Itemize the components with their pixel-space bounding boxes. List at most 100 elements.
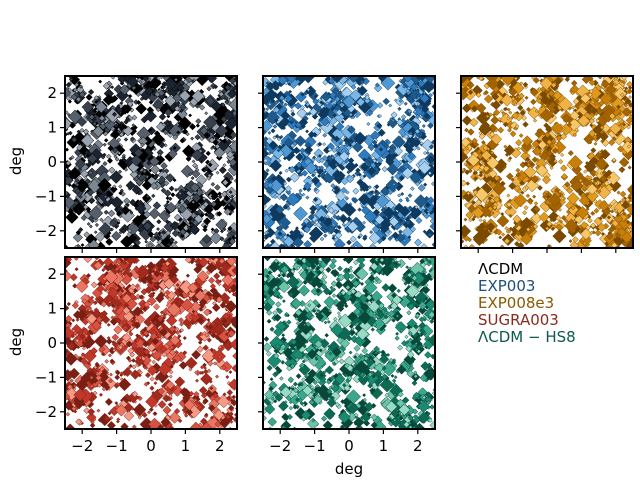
scatter-point bbox=[357, 207, 362, 212]
scatter-point bbox=[113, 382, 120, 389]
scatter-point bbox=[560, 196, 565, 201]
scatter-point bbox=[131, 129, 136, 134]
scatter-point bbox=[357, 67, 363, 73]
scatter-point bbox=[191, 149, 204, 162]
scatter-point bbox=[510, 177, 515, 182]
scatter-point bbox=[198, 386, 208, 395]
scatter-point bbox=[374, 184, 380, 190]
scatter-point bbox=[606, 215, 611, 220]
points-sugra003 bbox=[65, 257, 237, 429]
scatter-point bbox=[467, 128, 475, 136]
scatter-point bbox=[218, 166, 227, 175]
scatter-point bbox=[608, 254, 611, 257]
scatter-point bbox=[531, 76, 536, 81]
scatter-point bbox=[87, 239, 100, 248]
scatter-point bbox=[178, 191, 183, 196]
scatter-point bbox=[202, 344, 209, 352]
scatter-point bbox=[185, 155, 192, 162]
scatter-point bbox=[74, 177, 80, 183]
scatter-point bbox=[508, 181, 517, 191]
scatter-point bbox=[322, 106, 331, 114]
scatter-point bbox=[287, 76, 296, 84]
scatter-point bbox=[102, 161, 108, 167]
scatter-point bbox=[204, 111, 209, 116]
scatter-point bbox=[338, 214, 349, 224]
scatter-point bbox=[127, 233, 138, 244]
scatter-point bbox=[142, 76, 150, 83]
scatter-point bbox=[222, 227, 227, 232]
scatter-point bbox=[600, 212, 608, 220]
scatter-point bbox=[263, 230, 269, 236]
scatter-point bbox=[574, 127, 579, 132]
scatter-point bbox=[265, 224, 269, 229]
scatter-point bbox=[374, 162, 379, 167]
scatter-point bbox=[482, 226, 487, 231]
scatter-point bbox=[352, 141, 364, 153]
scatter-point bbox=[98, 79, 103, 84]
scatter-point bbox=[165, 199, 170, 204]
scatter-point bbox=[465, 210, 474, 220]
scatter-point bbox=[263, 93, 272, 106]
scatter-point bbox=[349, 240, 364, 248]
scatter-point bbox=[594, 178, 599, 183]
scatter-point bbox=[206, 318, 211, 322]
scatter-point bbox=[217, 194, 223, 200]
scatter-point bbox=[380, 186, 390, 196]
scatter-point bbox=[117, 169, 123, 174]
scatter-point bbox=[356, 97, 366, 107]
scatter-point bbox=[160, 345, 168, 353]
scatter-point bbox=[505, 146, 514, 155]
scatter-point bbox=[386, 163, 399, 176]
scatter-point bbox=[561, 173, 568, 180]
scatter-point bbox=[92, 125, 105, 138]
scatter-point bbox=[159, 271, 165, 278]
scatter-point bbox=[96, 191, 101, 196]
scatter-point bbox=[118, 158, 124, 164]
scatter-point bbox=[104, 359, 109, 364]
scatter-point bbox=[503, 237, 511, 245]
scatter-point bbox=[67, 402, 72, 408]
scatter-point bbox=[387, 116, 399, 129]
scatter-point bbox=[135, 106, 142, 112]
scatter-point bbox=[166, 290, 177, 301]
scatter-point bbox=[541, 175, 552, 185]
scatter-point bbox=[560, 164, 568, 172]
scatter-point bbox=[206, 368, 212, 374]
scatter-point bbox=[225, 138, 233, 146]
scatter-point bbox=[68, 166, 82, 180]
scatter-point bbox=[199, 126, 209, 135]
scatter-point bbox=[170, 192, 176, 198]
scatter-point bbox=[389, 116, 394, 122]
scatter-point bbox=[179, 233, 185, 239]
scatter-point bbox=[378, 114, 383, 119]
scatter-point bbox=[294, 102, 302, 110]
scatter-point bbox=[85, 93, 93, 101]
scatter-point bbox=[208, 137, 216, 144]
scatter-point bbox=[125, 340, 133, 348]
scatter-point bbox=[67, 99, 73, 104]
scatter-point bbox=[70, 155, 75, 160]
scatter-point bbox=[595, 131, 604, 140]
scatter-point bbox=[294, 121, 302, 129]
scatter-point bbox=[515, 167, 521, 173]
scatter-point bbox=[371, 139, 378, 146]
scatter-point bbox=[227, 203, 232, 207]
scatter-point bbox=[509, 67, 516, 74]
scatter-point bbox=[125, 109, 130, 114]
scatter-point bbox=[377, 128, 386, 137]
scatter-point bbox=[97, 417, 103, 423]
scatter-point bbox=[611, 157, 617, 163]
scatter-point bbox=[512, 214, 522, 224]
scatter-point bbox=[152, 201, 162, 210]
scatter-point bbox=[511, 228, 516, 233]
scatter-point bbox=[332, 169, 343, 180]
scatter-point bbox=[65, 210, 79, 224]
scatter-point bbox=[173, 407, 181, 415]
scatter-point bbox=[304, 161, 318, 175]
scatter-point bbox=[570, 105, 576, 110]
scatter-point bbox=[191, 89, 205, 103]
scatter-point bbox=[118, 190, 123, 196]
scatter-point bbox=[236, 402, 237, 404]
scatter-point bbox=[195, 378, 199, 383]
